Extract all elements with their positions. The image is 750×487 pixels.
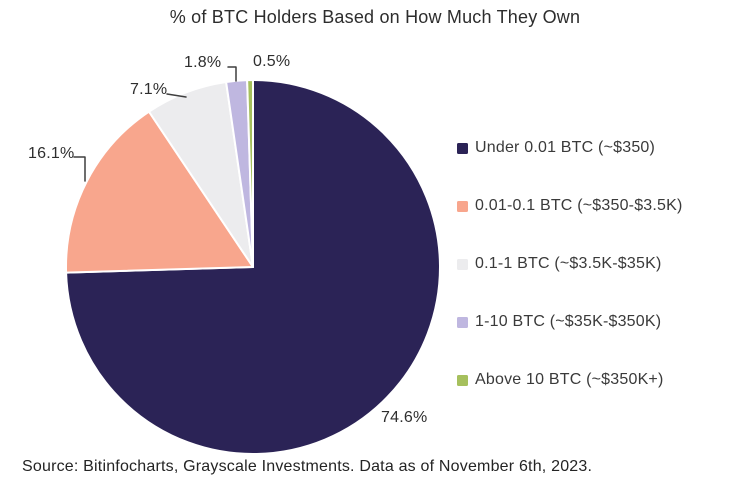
legend-label: 0.01-0.1 BTC (~$350-$3.5K) [475, 197, 683, 214]
legend-swatch-lavender [457, 316, 468, 328]
legend-item-01-1: 0.1-1 BTC (~$3.5K-$35K) [457, 253, 661, 275]
leader-line-16-1 [73, 156, 86, 182]
slice-value-label-above-10: 0.5% [253, 53, 291, 70]
legend-item-1-10: 1-10 BTC (~$35K-$350K) [457, 311, 661, 333]
leader-line-1-8 [227, 66, 237, 82]
legend-swatch-salmon [457, 200, 468, 212]
legend-label: Above 10 BTC (~$350K+) [475, 371, 664, 388]
legend-swatch-gray [457, 258, 468, 270]
slice-value-label-1-10: 1.8% [184, 54, 222, 71]
slice-value-label-under-001: 74.6% [381, 409, 428, 426]
source-attribution: Source: Bitinfocharts, Grayscale Investm… [22, 458, 593, 475]
legend-item-above-10: Above 10 BTC (~$350K+) [457, 369, 664, 391]
leader-lines [73, 66, 237, 182]
chart-title: % of BTC Holders Based on How Much They … [169, 7, 581, 27]
leader-line-7-1 [166, 93, 187, 98]
pie-slice-4 [246, 78, 254, 268]
legend-label: Under 0.01 BTC (~$350) [475, 139, 656, 156]
legend-label: 1-10 BTC (~$35K-$350K) [475, 313, 662, 330]
legend-item-001-01: 0.01-0.1 BTC (~$350-$3.5K) [457, 195, 683, 217]
legend-label: 0.1-1 BTC (~$3.5K-$35K) [475, 255, 662, 272]
slice-value-label-01-1: 7.1% [130, 81, 168, 98]
slice-value-label-001-01: 16.1% [28, 145, 75, 162]
pie-slice-1 [65, 110, 254, 274]
legend-swatch-navy [457, 142, 468, 154]
legend-swatch-green [457, 374, 468, 386]
pie-slices [65, 78, 441, 455]
legend-item-under-001: Under 0.01 BTC (~$350) [457, 137, 655, 159]
